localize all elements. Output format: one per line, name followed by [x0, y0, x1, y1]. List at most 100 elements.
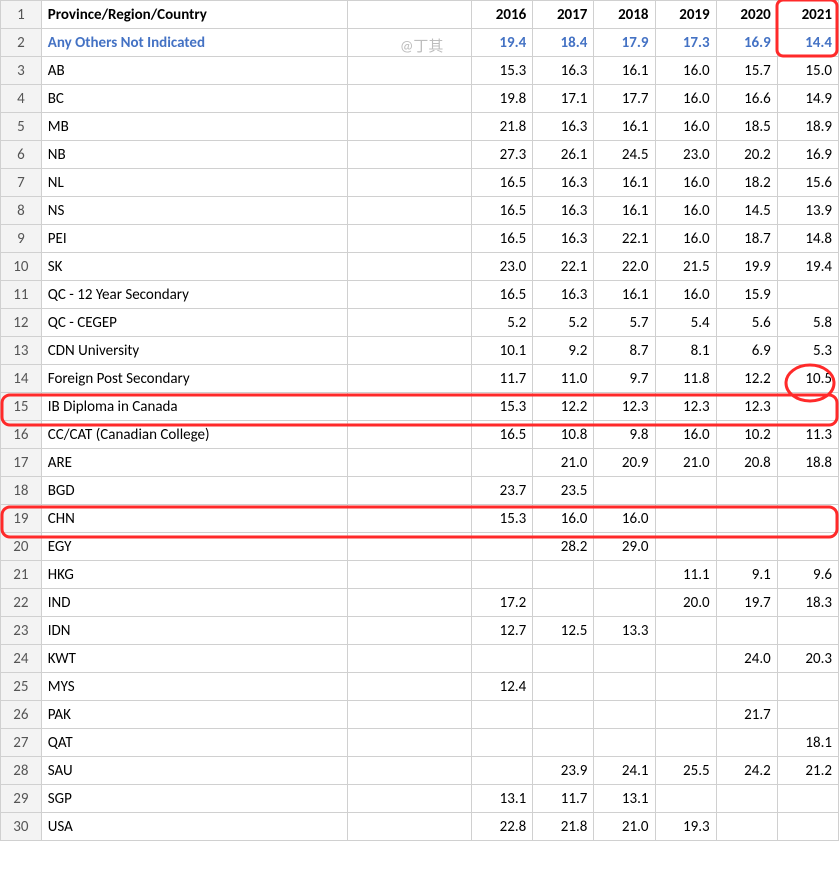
- data-cell: 10.8: [533, 421, 594, 449]
- row-number: 30: [1, 813, 42, 841]
- table-row: 18BGD23.723.5: [1, 477, 839, 505]
- data-cell: 20.3: [777, 645, 838, 673]
- header-row: 1 Province/Region/Country 2016 2017 2018…: [1, 1, 839, 29]
- data-cell: 21.0: [594, 813, 655, 841]
- data-cell: 12.3: [594, 393, 655, 421]
- data-cell: 16.9: [777, 141, 838, 169]
- row-label: QAT: [41, 729, 347, 757]
- data-cell: [533, 589, 594, 617]
- data-cell: [777, 477, 838, 505]
- data-cell: 18.8: [777, 449, 838, 477]
- row-label: NL: [41, 169, 347, 197]
- row-number: 29: [1, 785, 42, 813]
- data-cell: 9.2: [533, 337, 594, 365]
- data-cell: 5.2: [533, 309, 594, 337]
- row-number: 11: [1, 281, 42, 309]
- data-cell: 16.0: [655, 169, 716, 197]
- data-cell: 21.7: [716, 701, 777, 729]
- row-number: 18: [1, 477, 42, 505]
- table-row: 26PAK 21.7: [1, 701, 839, 729]
- data-cell: 14.8: [777, 225, 838, 253]
- row-number: 12: [1, 309, 42, 337]
- data-cell: 16.1: [594, 57, 655, 85]
- data-cell: 10.2: [716, 421, 777, 449]
- table-row: 27QAT18.1: [1, 729, 839, 757]
- data-cell: 23.0: [655, 141, 716, 169]
- row-label: SGP: [41, 785, 347, 813]
- header-spacer: [347, 1, 472, 29]
- data-cell: 9.8: [594, 421, 655, 449]
- data-cell: 16.3: [533, 197, 594, 225]
- data-cell: 21.8: [472, 113, 533, 141]
- data-cell: 20.0: [655, 589, 716, 617]
- row-number: 15: [1, 393, 42, 421]
- spacer-cell: [347, 757, 472, 785]
- data-cell: [533, 701, 594, 729]
- data-cell: [472, 645, 533, 673]
- data-cell: [472, 449, 533, 477]
- row-number: 7: [1, 169, 42, 197]
- row-label: QC - 12 Year Secondary: [41, 281, 347, 309]
- data-cell: 16.0: [655, 421, 716, 449]
- row-label: NB: [41, 141, 347, 169]
- spacer-cell: [347, 785, 472, 813]
- data-cell: 12.3: [655, 393, 716, 421]
- row-label: Any Others Not Indicated: [41, 29, 347, 57]
- data-cell: 13.3: [594, 617, 655, 645]
- header-year-2018: 2018: [594, 1, 655, 29]
- data-cell: [777, 533, 838, 561]
- data-cell: 19.4: [472, 29, 533, 57]
- row-label: CC/CAT (Canadian College): [41, 421, 347, 449]
- data-cell: [716, 505, 777, 533]
- data-cell: [594, 701, 655, 729]
- data-cell: 18.9: [777, 113, 838, 141]
- data-cell: 11.8: [655, 365, 716, 393]
- data-cell: 5.3: [777, 337, 838, 365]
- data-cell: 23.9: [533, 757, 594, 785]
- data-cell: 9.1: [716, 561, 777, 589]
- header-year-2017: 2017: [533, 1, 594, 29]
- data-cell: [533, 645, 594, 673]
- data-cell: 12.3: [716, 393, 777, 421]
- row-label: IDN: [41, 617, 347, 645]
- header-year-2021: 2021: [777, 1, 838, 29]
- data-cell: 12.2: [716, 365, 777, 393]
- data-cell: [472, 561, 533, 589]
- spacer-cell: [347, 57, 472, 85]
- row-number: 2: [1, 29, 42, 57]
- data-cell: 29.0: [594, 533, 655, 561]
- row-label: IB Diploma in Canada: [41, 393, 347, 421]
- data-cell: 15.0: [777, 57, 838, 85]
- data-cell: 15.3: [472, 505, 533, 533]
- data-cell: [655, 533, 716, 561]
- row-label: IND: [41, 589, 347, 617]
- data-cell: 16.3: [533, 281, 594, 309]
- data-cell: 14.5: [716, 197, 777, 225]
- data-cell: 15.3: [472, 57, 533, 85]
- data-cell: 9.7: [594, 365, 655, 393]
- spacer-cell: [347, 421, 472, 449]
- row-label: NS: [41, 197, 347, 225]
- data-cell: 18.3: [777, 589, 838, 617]
- data-cell: 15.3: [472, 393, 533, 421]
- row-number: 26: [1, 701, 42, 729]
- data-cell: 11.7: [533, 785, 594, 813]
- row-label: PAK: [41, 701, 347, 729]
- data-cell: [594, 589, 655, 617]
- data-cell: 16.0: [533, 505, 594, 533]
- data-cell: 16.0: [655, 225, 716, 253]
- data-cell: [655, 477, 716, 505]
- data-cell: 21.0: [533, 449, 594, 477]
- data-cell: 16.1: [594, 197, 655, 225]
- data-cell: 6.9: [716, 337, 777, 365]
- row-number: 5: [1, 113, 42, 141]
- data-cell: [655, 785, 716, 813]
- data-cell: [472, 701, 533, 729]
- row-label: SAU: [41, 757, 347, 785]
- header-year-2020: 2020: [716, 1, 777, 29]
- row-number: 4: [1, 85, 42, 113]
- data-cell: 16.3: [533, 57, 594, 85]
- row-number: 19: [1, 505, 42, 533]
- data-cell: 20.8: [716, 449, 777, 477]
- row-label: AB: [41, 57, 347, 85]
